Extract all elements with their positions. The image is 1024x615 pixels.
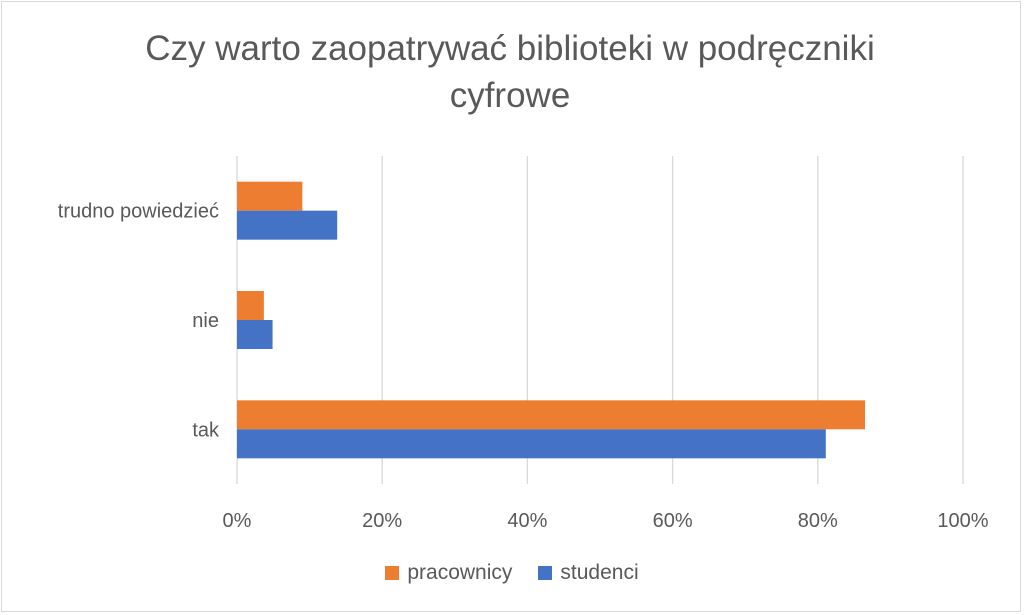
bar-pracownicy-2 <box>237 400 865 430</box>
x-tick-label: 80% <box>798 510 838 532</box>
legend-swatch-pracownicy <box>385 566 400 580</box>
x-tick-label: 20% <box>362 510 402 532</box>
bar-studenci-2 <box>237 429 826 459</box>
x-tick-label: 0% <box>223 510 252 532</box>
x-tick-label: 40% <box>507 510 547 532</box>
legend-item-studenci: studenci <box>538 561 639 585</box>
bar-pracownicy-1 <box>237 291 264 320</box>
category-label: nie <box>192 310 219 332</box>
legend-item-pracownicy: pracownicy <box>385 561 512 585</box>
bar-studenci-0 <box>237 210 338 240</box>
category-label: trudno powiedzieć <box>58 201 219 223</box>
legend-swatch-studenci <box>538 566 553 580</box>
x-tick-label: 60% <box>653 510 693 532</box>
bar-studenci-1 <box>237 320 273 349</box>
x-tick-label: 100% <box>937 510 988 532</box>
legend-label-studenci: studenci <box>560 561 639 584</box>
chart-title: Czy warto zaopatrywać biblioteki w podrę… <box>145 29 875 115</box>
bar-pracownicy-0 <box>237 181 303 211</box>
chart-legend: pracownicy studenci <box>0 558 1024 588</box>
category-label: tak <box>192 419 220 441</box>
legend-label-pracownicy: pracownicy <box>407 561 513 584</box>
